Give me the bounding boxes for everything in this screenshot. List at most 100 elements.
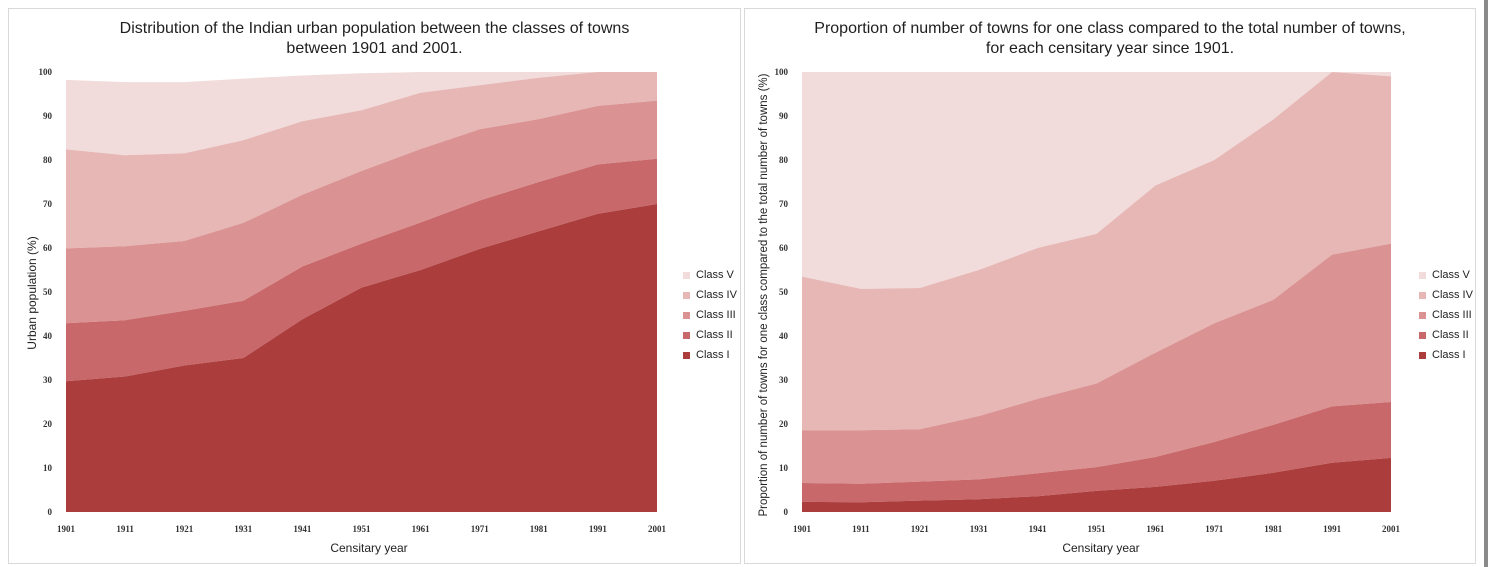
y-tick-label: 100 — [39, 67, 53, 77]
legend-swatch — [683, 271, 690, 279]
legend-swatch — [1419, 331, 1426, 339]
legend-item: Class III — [1419, 305, 1473, 325]
area-class-v — [802, 72, 1391, 289]
x-tick-label: 2001 — [1382, 524, 1401, 534]
y-tick-label: 80 — [779, 155, 789, 165]
legend-label: Class II — [696, 329, 733, 341]
x-tick-label: 1941 — [1029, 524, 1048, 534]
legend-swatch — [1419, 311, 1426, 319]
legend-label: Class I — [696, 349, 730, 361]
y-tick-label: 90 — [43, 111, 53, 121]
y-tick-label: 20 — [43, 419, 53, 429]
chart-title: Proportion of number of towns for one cl… — [745, 19, 1475, 59]
legend-label: Class IV — [1432, 289, 1473, 301]
y-axis-label: Urban population (%) — [25, 236, 39, 349]
y-tick-label: 100 — [775, 67, 789, 77]
y-tick-label: 60 — [779, 243, 789, 253]
y-tick-label: 40 — [779, 331, 789, 341]
x-tick-label: 1951 — [1088, 524, 1107, 534]
legend-item: Class IV — [683, 285, 737, 305]
y-tick-label: 10 — [43, 463, 53, 473]
area-class-iii — [802, 243, 1391, 484]
area-class-i — [66, 204, 657, 512]
x-tick-label: 1961 — [1146, 524, 1165, 534]
legend-swatch — [683, 351, 690, 359]
legend-swatch — [683, 331, 690, 339]
window-edge-bar — [1484, 0, 1488, 567]
legend-item: Class I — [683, 345, 737, 365]
chart-title-line-1: Proportion of number of towns for one cl… — [814, 20, 1406, 37]
x-tick-label: 1951 — [353, 524, 372, 534]
x-tick-label: 1981 — [530, 524, 549, 534]
y-tick-label: 80 — [43, 155, 53, 165]
legend-label: Class III — [1432, 309, 1472, 321]
legend-swatch — [683, 291, 690, 299]
x-tick-label: 1991 — [589, 524, 608, 534]
area-class-v — [66, 72, 657, 156]
x-tick-label: 1941 — [293, 524, 312, 534]
area-class-ii — [66, 158, 657, 382]
x-axis-label: Censitary year — [330, 541, 407, 555]
legend-swatch — [1419, 351, 1426, 359]
legend-label: Class V — [1432, 269, 1470, 281]
x-tick-label: 1991 — [1323, 524, 1342, 534]
x-tick-label: 2001 — [648, 524, 667, 534]
y-tick-label: 70 — [43, 199, 53, 209]
chart-panel-urban-population: Distribution of the Indian urban populat… — [8, 8, 741, 564]
y-tick-label: 30 — [43, 375, 53, 385]
x-tick-label: 1901 — [57, 524, 76, 534]
x-tick-label: 1971 — [1205, 524, 1224, 534]
legend-item: Class II — [1419, 325, 1473, 345]
area-class-iv — [66, 72, 657, 249]
area-class-ii — [802, 402, 1391, 503]
y-tick-label: 90 — [779, 111, 789, 121]
x-axis-label: Censitary year — [1062, 541, 1139, 555]
legend-swatch — [1419, 291, 1426, 299]
y-tick-label: 70 — [779, 199, 789, 209]
legend-swatch — [683, 311, 690, 319]
x-tick-label: 1931 — [970, 524, 989, 534]
legend-item: Class IV — [1419, 285, 1473, 305]
x-tick-label: 1911 — [852, 524, 870, 534]
y-tick-label: 40 — [43, 331, 53, 341]
chart-title-line-1: Distribution of the Indian urban populat… — [119, 20, 630, 37]
stacked-area-chart: 0 10 20 30 40 50 60 70 80 90 100 1901 1911 1921 1931 19… — [25, 67, 667, 555]
legend-item: Class III — [683, 305, 737, 325]
x-tick-label: 1981 — [1264, 524, 1283, 534]
y-tick-label: 0 — [48, 507, 53, 517]
area-class-i — [802, 457, 1391, 512]
chart-title: Distribution of the Indian urban populat… — [9, 19, 740, 59]
y-tick-label: 50 — [43, 287, 53, 297]
legend-item: Class V — [1419, 265, 1473, 285]
chart-title-line-2: between 1901 and 2001. — [286, 40, 463, 57]
y-tick-label: 10 — [779, 463, 789, 473]
x-tick-label: 1901 — [793, 524, 812, 534]
x-tick-label: 1961 — [412, 524, 431, 534]
area-class-iv — [802, 72, 1391, 431]
legend-item: Class V — [683, 265, 737, 285]
y-tick-label: 20 — [779, 419, 789, 429]
x-tick-label: 1971 — [471, 524, 490, 534]
legend-item: Class I — [1419, 345, 1473, 365]
stacked-area-chart: 0 10 20 30 40 50 60 70 80 90 100 1901 1911 1921 1931 19… — [758, 67, 1401, 555]
legend-label: Class V — [696, 269, 734, 281]
y-tick-label: 0 — [784, 507, 789, 517]
y-tick-label: 60 — [43, 243, 53, 253]
x-tick-label: 1911 — [116, 524, 134, 534]
legend-label: Class III — [696, 309, 736, 321]
chart-title-line-2: for each censitary year since 1901. — [985, 40, 1235, 57]
y-tick-label: 50 — [779, 287, 789, 297]
legend: Class V Class IV Class III Class II Class I — [1419, 265, 1473, 365]
x-tick-label: 1921 — [911, 524, 930, 534]
x-tick-label: 1931 — [234, 524, 253, 534]
legend-label: Class IV — [696, 289, 737, 301]
legend-swatch — [1419, 271, 1426, 279]
legend-label: Class II — [1432, 329, 1469, 341]
area-class-iii — [66, 100, 657, 324]
y-tick-label: 30 — [779, 375, 789, 385]
legend-label: Class I — [1432, 349, 1466, 361]
y-axis-label: Proportion of number of towns for one cl… — [758, 73, 770, 516]
x-tick-label: 1921 — [175, 524, 194, 534]
chart-panel-town-proportion: Proportion of number of towns for one cl… — [744, 8, 1476, 564]
legend: Class V Class IV Class III Class II Class I — [683, 265, 737, 365]
